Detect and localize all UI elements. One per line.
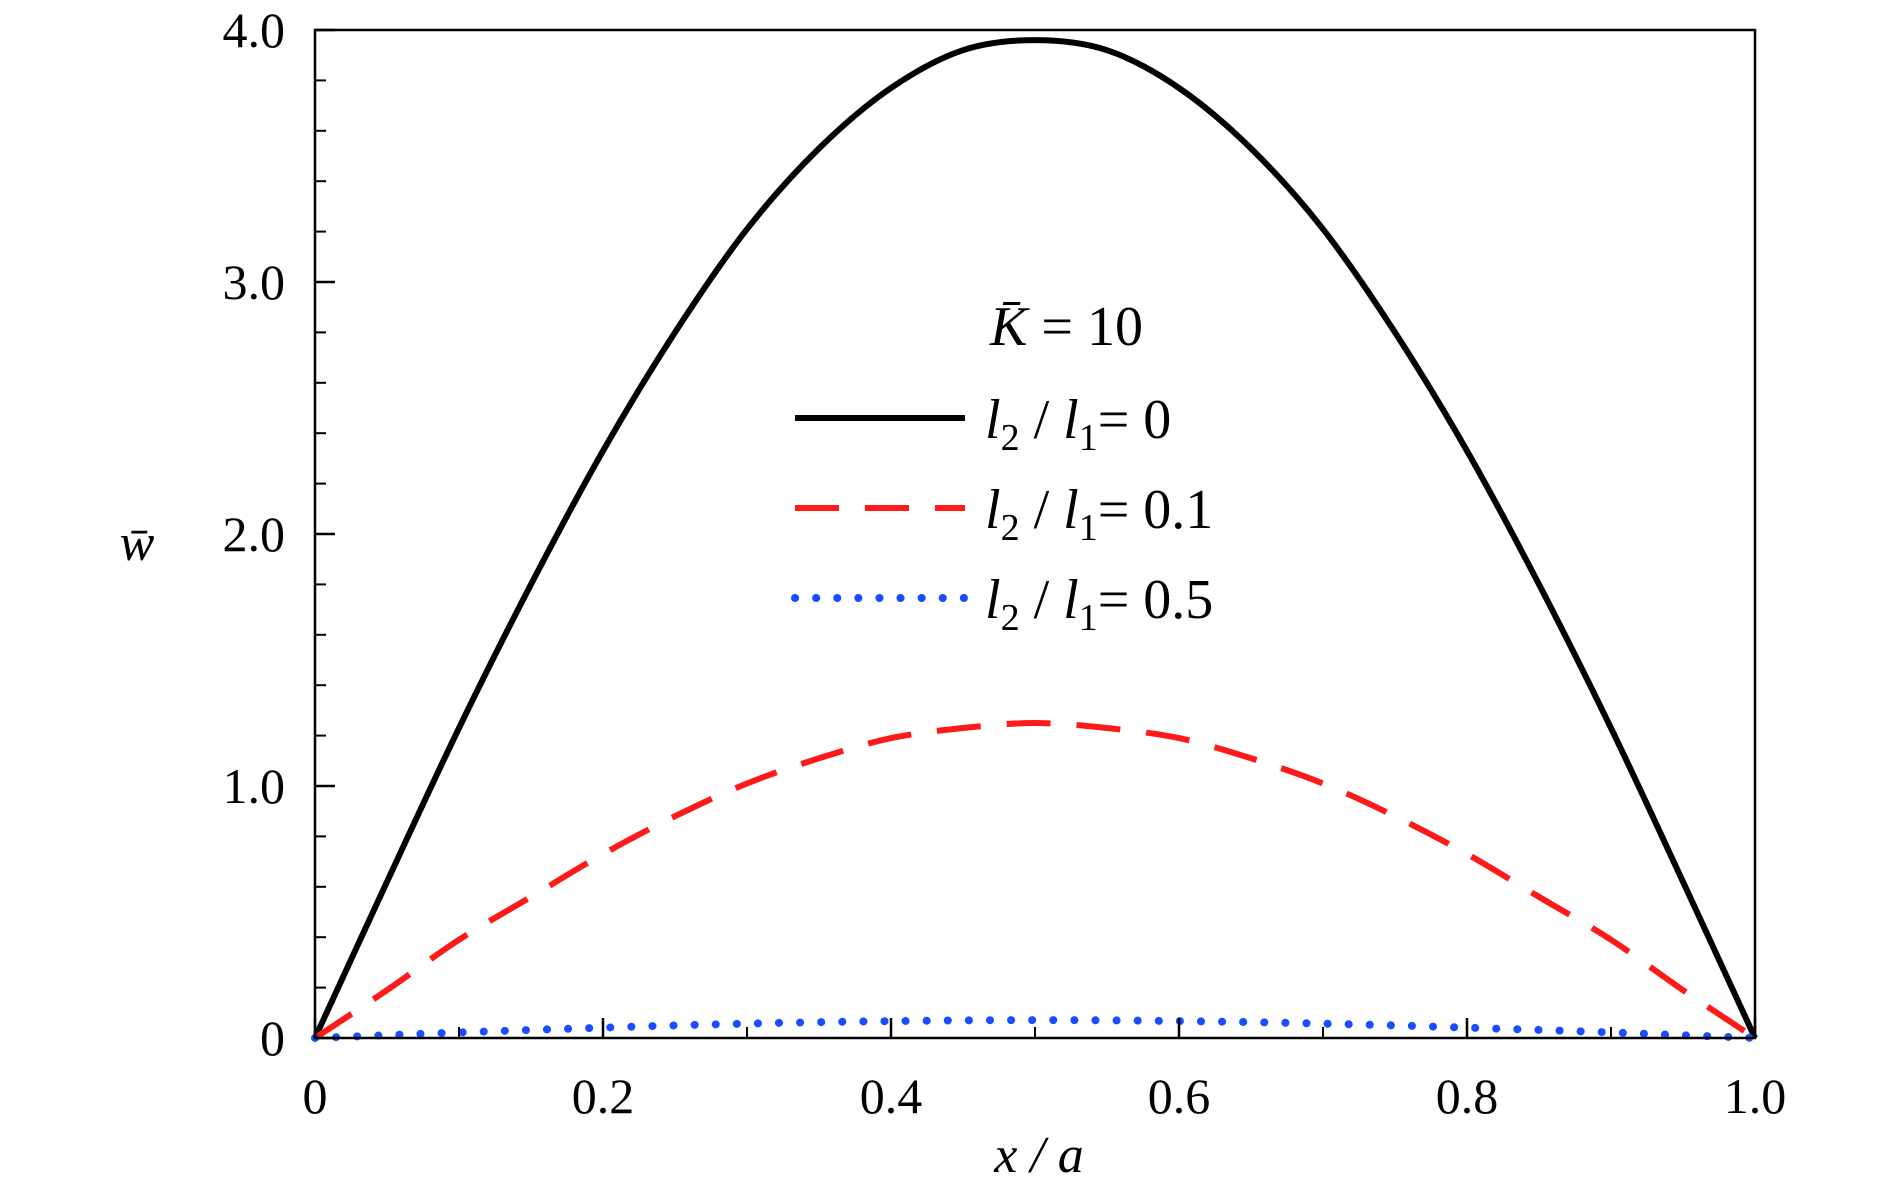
tick-labels: 0 0.2 0.4 0.6 0.8 1.0 0 1.0 2.0 3.0 4.0 (223, 2, 1787, 1124)
x-tick-label: 0.2 (572, 1068, 635, 1124)
y-tick-label: 2.0 (223, 506, 286, 562)
legend-entry-1: l2 / l1= 0.1 (985, 479, 1213, 549)
y-tick-label: 4.0 (223, 2, 286, 58)
y-tick-label: 0 (260, 1010, 285, 1066)
legend-entry-0: l2 / l1= 0 (985, 389, 1171, 459)
series-line-1 (313, 720, 1757, 1041)
series-line-0 (312, 37, 1758, 1040)
x-tick-label: 0.6 (1148, 1068, 1211, 1124)
x-tick-label: 1.0 (1724, 1068, 1787, 1124)
x-tick-label: 0.8 (1436, 1068, 1499, 1124)
y-tick-label: 1.0 (223, 758, 286, 814)
axes (313, 28, 1757, 1040)
legend-entry-2: l2 / l1= 0.5 (985, 569, 1213, 639)
series-line-2 (311, 1016, 1759, 1042)
x-tick-label: 0 (303, 1068, 328, 1124)
y-axis-label: w̄ (120, 515, 155, 572)
legend: l2 / l1= 0 l2 / l1= 0.1 l2 / l1= 0.5 (791, 389, 1213, 639)
annotation-k: K̄ = 10 (989, 296, 1143, 358)
x-axis-label: x / a (993, 1127, 1084, 1181)
y-tick-label: 3.0 (223, 254, 286, 310)
plot-marks (311, 37, 1759, 1042)
annotation-value: = 10 (1027, 296, 1143, 358)
x-tick-label: 0.4 (860, 1068, 923, 1124)
annotation-symbol: K̄ (989, 296, 1030, 358)
